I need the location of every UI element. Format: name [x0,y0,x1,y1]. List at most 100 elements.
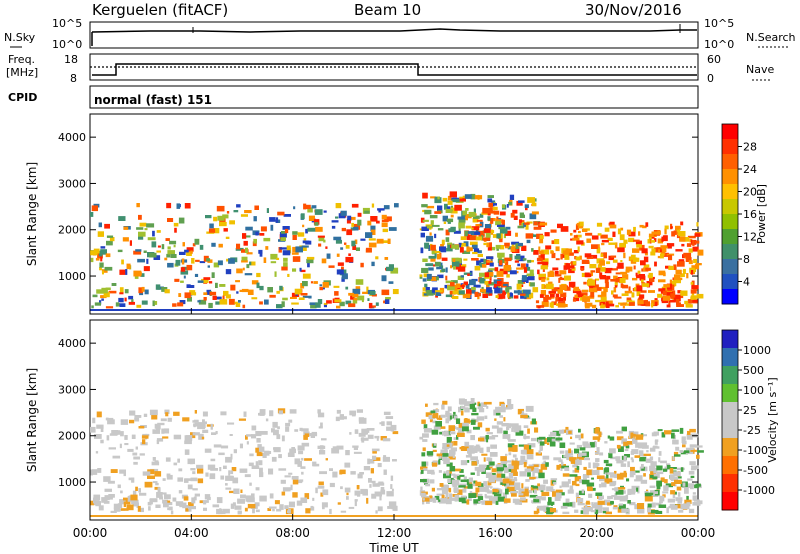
echo-cell [372,450,377,454]
echo-cell [561,461,564,466]
echo-cell [583,458,590,461]
echo-cell [172,497,177,502]
echo-cell [595,492,603,496]
echo-cell [392,459,397,462]
echo-cell [495,406,500,412]
echo-cell [519,219,522,223]
colorbar-segment [722,229,738,245]
echo-cell [613,505,618,508]
echo-cell [667,498,675,503]
echo-cell [639,247,643,251]
echo-cell [120,508,129,511]
echo-cell [502,434,511,439]
echo-cell [657,230,661,235]
echo-cell [633,226,636,232]
echo-cell [383,205,390,210]
echo-cell [157,487,161,493]
echo-cell [245,226,253,231]
echo-cell [653,491,658,495]
echo-cell [635,475,643,480]
echo-cell [313,281,318,284]
echo-cell [333,236,342,241]
echo-cell [246,264,250,269]
echo-cell [202,500,209,503]
echo-cell [648,272,653,279]
echo-cell [308,295,312,299]
echo-cell [274,271,277,277]
echo-cell [371,293,377,297]
echo-cell [165,500,171,503]
echo-cell [436,417,443,420]
echo-cell [612,259,618,263]
echo-cell [323,210,327,213]
echo-cell [533,464,539,467]
echo-cell [252,507,255,514]
echo-cell [441,239,445,245]
echo-cell [197,300,201,303]
echo-cell [598,494,603,500]
echo-cell [517,280,524,285]
echo-cell [271,428,275,433]
echo-cell [376,436,379,441]
echo-cell [105,496,113,500]
echo-cell [557,223,563,229]
echo-cell [154,301,158,305]
echo-cell [128,301,135,305]
echo-cell [177,458,180,463]
echo-cell [318,236,325,242]
echo-cell [682,237,690,242]
echo-cell [657,293,663,298]
echo-cell [688,470,695,475]
echo-cell [109,433,118,436]
echo-cell [464,441,470,447]
nave-label: Nave [746,63,774,76]
echo-cell [475,487,480,493]
echo-cell [448,425,455,431]
echo-cell [486,260,493,263]
colorbar-tick-label: 20 [743,186,757,199]
echo-cell [381,275,387,282]
echo-cell [584,504,588,510]
echo-cell [624,454,630,458]
echo-cell [491,435,499,438]
echo-cell [282,487,291,492]
echo-cell [358,417,367,424]
echo-cell [659,496,664,500]
echo-cell [552,267,559,271]
echo-cell [225,487,232,490]
echo-cell [496,270,504,277]
echo-cell [550,478,558,481]
echo-cell [422,499,425,505]
echo-cell [329,468,333,471]
echo-cell [538,246,541,252]
echo-cell [473,284,481,288]
echo-cell [633,265,636,270]
echo-cell [138,231,146,237]
xtick-label: 20:00 [579,526,614,540]
echo-cell [503,498,511,503]
echo-cell [643,434,647,437]
colorbar-segment [722,124,738,140]
echo-cell [232,502,236,506]
echo-cell [310,281,313,284]
echo-cell [673,294,681,299]
echo-cell [463,258,468,261]
echo-cell [551,287,558,292]
echo-cell [478,501,484,504]
echo-cell [350,216,356,220]
echo-cell [497,224,505,227]
echo-cell [420,466,428,470]
echo-cell [383,411,391,415]
echo-cell [504,460,511,463]
echo-cell [602,511,607,514]
echo-cell [300,466,306,469]
echo-cell [523,462,527,468]
echo-cell [253,238,257,244]
echo-cell [179,300,186,305]
echo-cell [658,270,666,276]
echo-cell [382,240,390,243]
echo-cell [604,499,611,506]
echo-cell [225,269,232,275]
echo-cell [598,431,602,438]
echo-cell [524,488,529,493]
